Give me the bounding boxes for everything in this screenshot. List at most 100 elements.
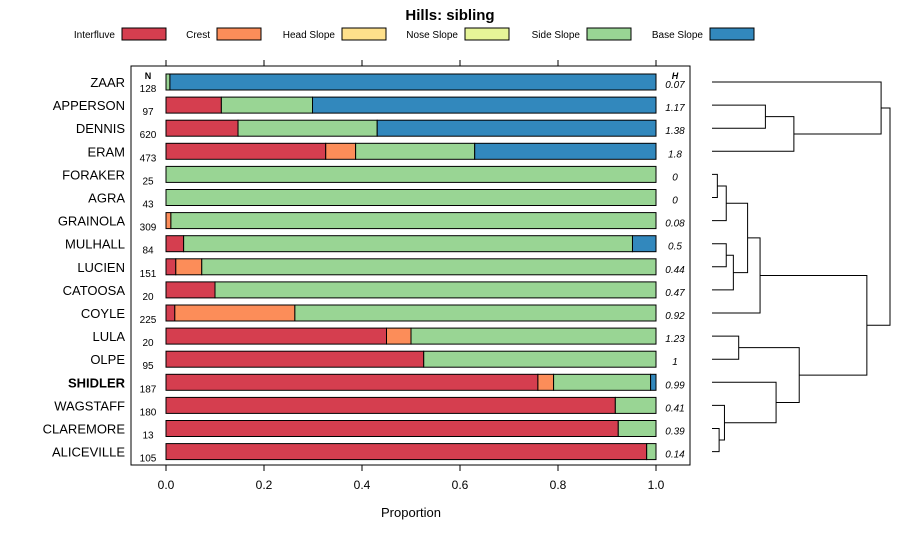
row-h: 1.23 <box>665 334 685 345</box>
legend-swatch-nose-slope <box>464 27 510 41</box>
legend-label: Head Slope <box>283 30 336 41</box>
row-apperson: APPERSON 97 1.17 <box>53 96 685 118</box>
row-n: 20 <box>142 338 154 349</box>
row-wagstaff: WAGSTAFF 180 0.41 <box>54 396 685 418</box>
row-n: 43 <box>142 200 154 211</box>
bar-segment-interfluve <box>165 258 177 276</box>
row-h: 0.07 <box>665 80 685 91</box>
bar-segment-crest <box>175 258 203 276</box>
bar-segment-base-slope <box>650 373 657 391</box>
row-label: SHIDLER <box>68 375 126 390</box>
legend-item-interfluve: Interfluve <box>74 27 167 41</box>
bar-segment-side-slope <box>237 119 378 137</box>
row-label: COYLE <box>81 306 125 321</box>
bar-segment-side-slope <box>165 189 657 206</box>
row-h: 0 <box>672 196 678 207</box>
row-n: 97 <box>142 107 154 118</box>
row-n: 180 <box>140 407 157 418</box>
dendrogram-link <box>738 347 800 404</box>
bar-segment-interfluve <box>165 443 648 461</box>
bar-segment-base-slope <box>169 73 657 91</box>
row-h: 0.44 <box>665 265 685 276</box>
x-tick-label: 0.0 <box>158 478 175 492</box>
row-label: AGRA <box>88 191 125 206</box>
legend-item-base-slope: Base Slope <box>652 27 755 41</box>
legend-label: Base Slope <box>652 30 704 41</box>
row-h: 0.14 <box>665 450 685 461</box>
bar-segment-interfluve <box>165 420 619 437</box>
dendrogram-link <box>712 104 766 129</box>
row-label: OLPE <box>90 352 125 367</box>
bar-segment-side-slope <box>214 281 657 299</box>
legend-item-side-slope: Side Slope <box>532 27 632 41</box>
row-label: APPERSON <box>53 98 125 113</box>
dendrogram-link <box>712 381 777 424</box>
bar-segment-side-slope <box>201 258 657 276</box>
bar-segment-side-slope <box>294 304 657 322</box>
legend-item-nose-slope: Nose Slope <box>406 27 510 41</box>
bar-segment-side-slope <box>165 165 657 183</box>
bar-segment-interfluve <box>165 142 327 160</box>
row-h: 1 <box>672 357 678 368</box>
dendrogram-link <box>760 274 868 376</box>
dendrogram <box>712 81 891 453</box>
dendrogram-link <box>712 254 734 291</box>
bar-segment-side-slope <box>423 350 657 368</box>
dendrogram-link <box>712 81 882 135</box>
row-aliceville: ALICEVILLE 105 0.14 <box>52 443 685 465</box>
legend-swatch-side-slope <box>586 27 632 41</box>
x-tick-label: 0.4 <box>354 478 371 492</box>
x-tick-label: 0.8 <box>550 478 567 492</box>
row-label: DENNIS <box>76 121 125 136</box>
legend-item-crest: Crest <box>186 27 262 41</box>
dendrogram-link <box>866 107 891 326</box>
dendrogram-link <box>712 116 795 152</box>
row-lula: LULA 20 1.23 <box>92 327 685 349</box>
row-n: 128 <box>140 84 157 95</box>
dendrogram-link <box>712 428 720 453</box>
bar-segment-side-slope <box>553 373 652 391</box>
row-n: 309 <box>140 223 157 234</box>
legend-label: Crest <box>186 30 210 41</box>
bar-segment-crest <box>174 304 296 322</box>
row-h: 0.99 <box>665 380 685 391</box>
row-h: 1.17 <box>665 103 685 114</box>
row-mulhall: MULHALL 84 0.5 <box>65 235 682 257</box>
row-olpe: OLPE 95 1 <box>90 350 678 372</box>
n-header: N <box>145 71 152 81</box>
row-coyle: COYLE 225 0.92 <box>81 304 685 326</box>
row-h: 0.08 <box>665 219 685 230</box>
bar-segment-interfluve <box>165 235 185 253</box>
row-n: 13 <box>142 431 154 442</box>
bar-segment-interfluve <box>165 119 239 137</box>
row-n: 473 <box>140 153 157 164</box>
bar-segment-base-slope <box>474 142 657 160</box>
legend: Interfluve Crest Head Slope Nose Slope Side … <box>74 27 755 41</box>
row-dennis: DENNIS 620 1.38 <box>76 119 685 141</box>
x-axis-label: Proportion <box>381 505 441 520</box>
row-label: ZAAR <box>90 75 125 90</box>
bar-segment-interfluve <box>165 304 176 322</box>
row-lucien: LUCIEN 151 0.44 <box>77 258 685 280</box>
bar-segment-side-slope <box>614 396 657 414</box>
row-label: ERAM <box>87 144 125 159</box>
legend-label: Interfluve <box>74 30 116 41</box>
bar-segment-crest <box>537 373 555 391</box>
row-label: GRAINOLA <box>58 214 126 229</box>
bar-segment-side-slope <box>170 212 657 230</box>
row-label: LULA <box>92 329 125 344</box>
row-h: 0.92 <box>665 311 685 322</box>
plot-panel <box>130 65 691 466</box>
row-n: 225 <box>140 315 157 326</box>
row-n: 620 <box>140 130 157 141</box>
dendrogram-link <box>712 335 740 360</box>
chart-title: Hills: sibling <box>405 7 494 24</box>
bar-segment-interfluve <box>165 373 539 391</box>
bar-segment-side-slope <box>165 73 171 91</box>
row-label: CATOOSA <box>63 283 126 298</box>
bar-segment-interfluve <box>165 327 387 345</box>
legend-swatch-base-slope <box>709 27 755 41</box>
row-h: 0 <box>672 172 678 183</box>
row-h: 1.8 <box>668 149 682 160</box>
